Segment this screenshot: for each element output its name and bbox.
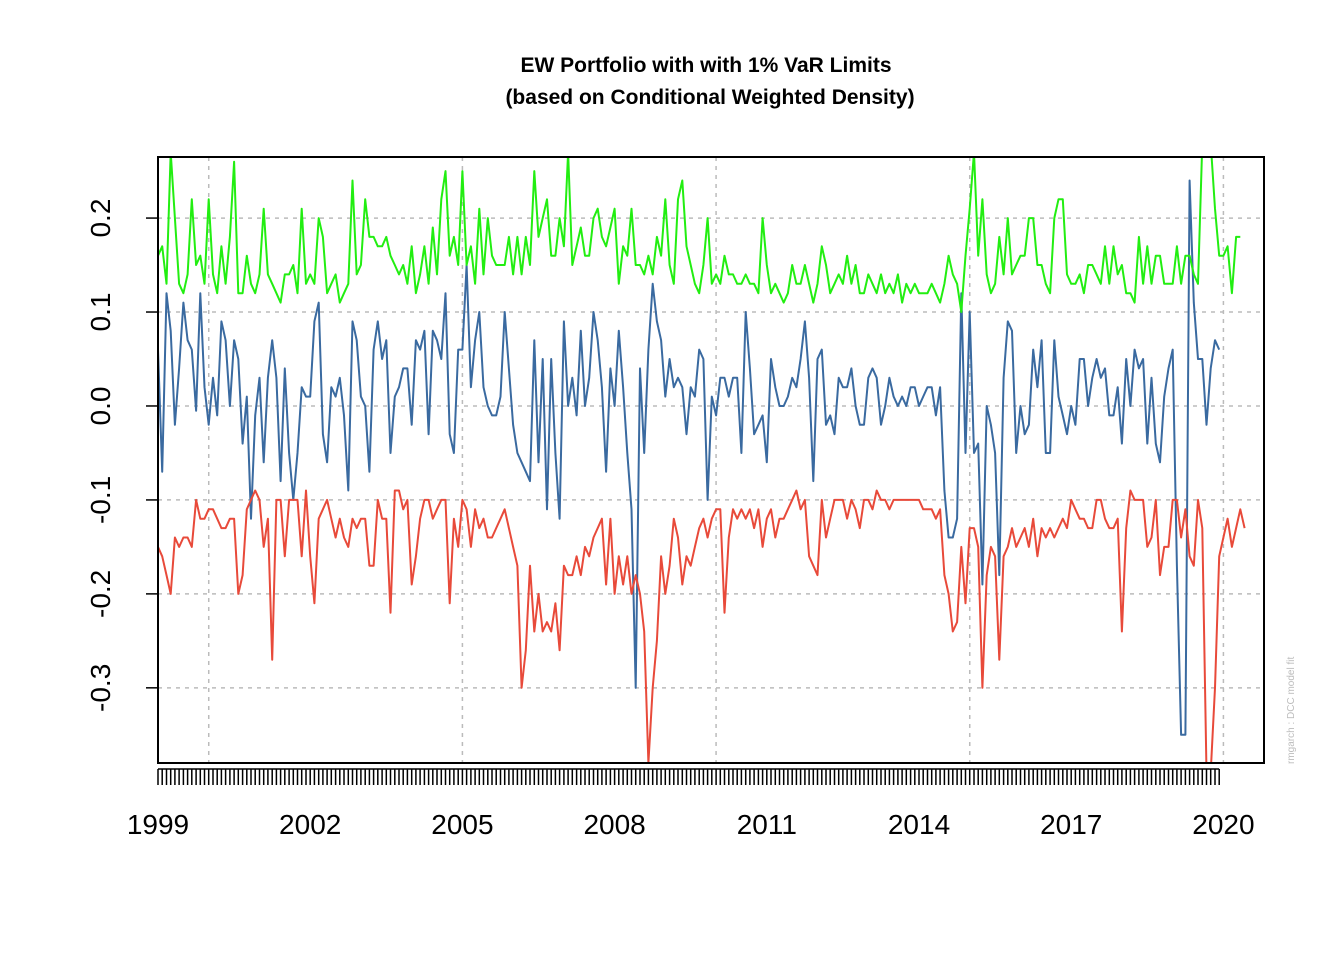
grid — [158, 157, 1264, 763]
x-tick-label-3: 2008 — [583, 809, 645, 840]
x-axis-ticks — [157, 769, 1220, 785]
y-tick-label-2: 0.0 — [85, 387, 116, 426]
y-tick-label-0: 0.2 — [85, 199, 116, 238]
y-tick-label-3: -0.1 — [85, 476, 116, 524]
x-tick-label-4: 2011 — [737, 809, 797, 840]
series-line-upper — [158, 157, 1241, 313]
x-tick-label-0: 1999 — [127, 809, 189, 840]
chart-subtitle: (based on Conditional Weighted Density) — [505, 86, 914, 109]
x-tick-label-5: 2014 — [888, 809, 950, 840]
series-layer — [158, 157, 1246, 763]
y-axis: 0.2 0.1 0.0 -0.1 -0.2 -0.3 — [85, 199, 159, 712]
series-line-returns — [158, 179, 1221, 736]
x-axis: 1999 2002 2005 2008 2011 2014 2017 2020 — [127, 768, 1255, 840]
x-tick-label-6: 2017 — [1040, 809, 1102, 840]
y-tick-label-1: 0.1 — [85, 293, 116, 332]
x-tick-label-7: 2020 — [1192, 809, 1254, 840]
x-tick-label-2: 2005 — [431, 809, 493, 840]
series-line-lower — [158, 489, 1246, 763]
x-tick-label-1: 2002 — [279, 809, 341, 840]
watermark: rmgarch : DCC model fit — [1286, 657, 1297, 764]
chart-title: EW Portfolio with with 1% VaR Limits — [520, 54, 891, 77]
y-tick-label-5: -0.3 — [85, 664, 116, 712]
y-tick-label-4: -0.2 — [85, 570, 116, 618]
